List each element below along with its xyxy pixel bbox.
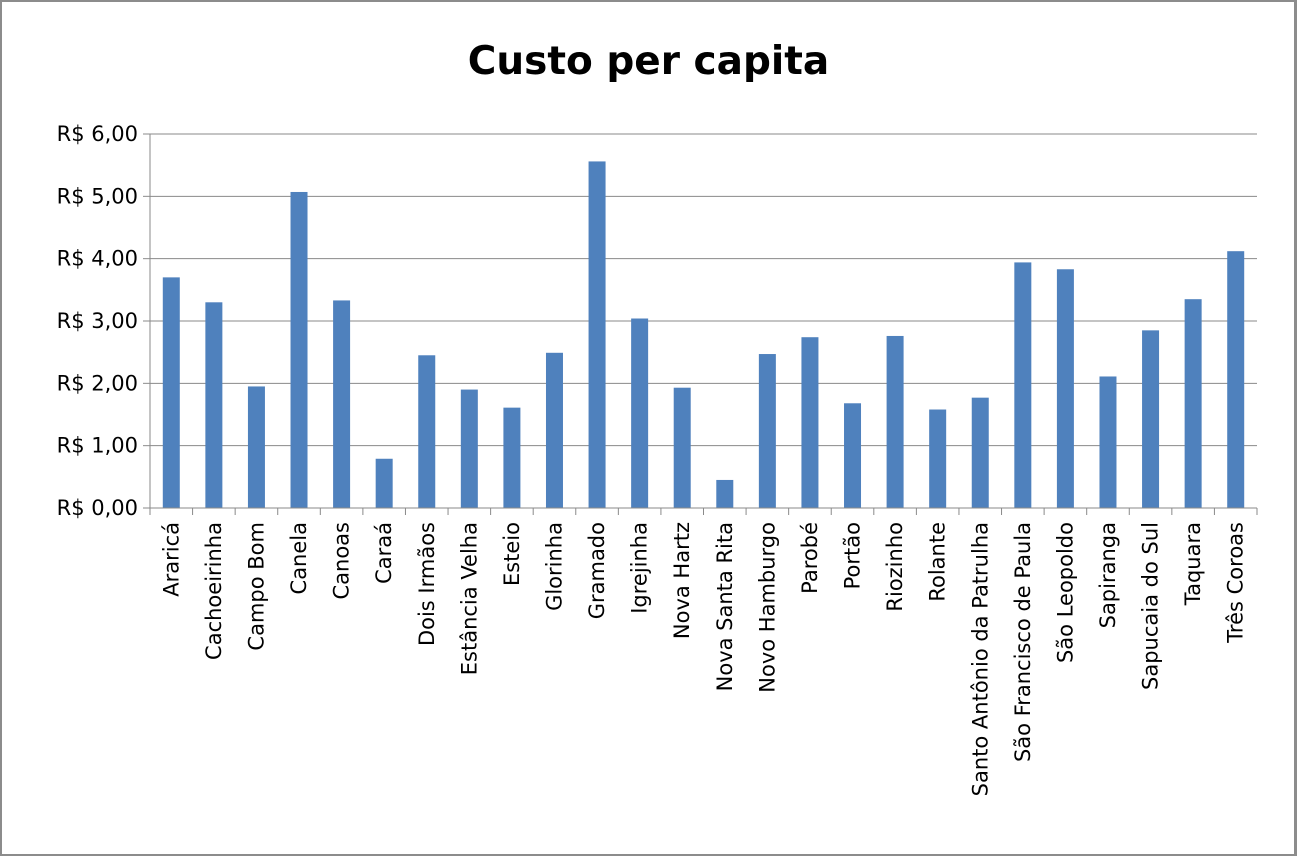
x-category-label: Riozinho xyxy=(883,522,907,612)
bar xyxy=(1142,330,1160,508)
y-tick-label: R$ 1,00 xyxy=(57,434,138,458)
bar xyxy=(333,300,351,508)
y-tick-label: R$ 2,00 xyxy=(57,371,138,395)
bar xyxy=(588,161,606,508)
bar xyxy=(290,191,308,508)
x-category-label: Três Coroas xyxy=(1224,522,1248,644)
bar xyxy=(1099,376,1117,508)
bar xyxy=(247,386,265,508)
x-category-label: Canoas xyxy=(330,522,354,600)
x-category-label: Canela xyxy=(287,522,311,594)
bar xyxy=(205,302,223,508)
x-category-label: Esteio xyxy=(500,522,524,586)
x-category-label: Rolante xyxy=(926,522,950,602)
x-category-label: São Leopoldo xyxy=(1053,522,1077,663)
x-category-label: Igrejinha xyxy=(628,522,652,614)
x-category-label: Portão xyxy=(841,522,865,589)
x-category-label: Santo Antônio da Patrulha xyxy=(968,522,992,796)
bar xyxy=(844,403,862,508)
bar xyxy=(162,277,180,508)
bar xyxy=(886,335,904,508)
x-category-label: Novo Hamburgo xyxy=(755,522,779,693)
bar xyxy=(673,387,691,508)
bar xyxy=(801,337,819,508)
chart-title: Custo per capita xyxy=(467,39,830,84)
x-category-label: Araricá xyxy=(159,522,183,597)
bar xyxy=(1056,269,1074,508)
bar xyxy=(929,409,947,508)
x-category-label: Caraá xyxy=(372,522,396,584)
bar xyxy=(1184,299,1202,508)
x-category-label: Sapucaia do Sul xyxy=(1139,522,1163,690)
x-category-label: Nova Hartz xyxy=(670,522,694,639)
y-tick-label: R$ 4,00 xyxy=(57,247,138,271)
x-category-label: Cachoeirinha xyxy=(202,522,226,660)
x-category-label: Nova Santa Rita xyxy=(713,522,737,691)
bar xyxy=(716,479,734,508)
x-category-label: Glorinha xyxy=(542,522,566,611)
x-category-label: Estância Velha xyxy=(457,522,481,675)
y-tick-label: R$ 3,00 xyxy=(57,309,138,333)
bar xyxy=(631,318,649,508)
y-tick-label: R$ 6,00 xyxy=(57,122,138,146)
bar xyxy=(971,397,989,508)
bar xyxy=(1014,262,1032,508)
x-category-label: Sapiranga xyxy=(1096,522,1120,628)
x-category-label: Gramado xyxy=(585,522,609,619)
x-category-label: São Francisco de Paula xyxy=(1011,522,1035,762)
x-category-label: Campo Bom xyxy=(244,522,268,651)
bar xyxy=(418,355,436,508)
x-category-label: Parobé xyxy=(798,522,822,594)
bar xyxy=(460,389,478,508)
x-category-label: Taquara xyxy=(1181,522,1205,606)
bar xyxy=(503,407,521,508)
bar xyxy=(758,354,776,508)
bar xyxy=(545,352,563,508)
bar xyxy=(375,458,393,508)
y-tick-label: R$ 5,00 xyxy=(57,184,138,208)
y-tick-label: R$ 0,00 xyxy=(57,496,138,520)
x-category-label: Dois Irmãos xyxy=(415,522,439,646)
bar xyxy=(1227,251,1245,509)
